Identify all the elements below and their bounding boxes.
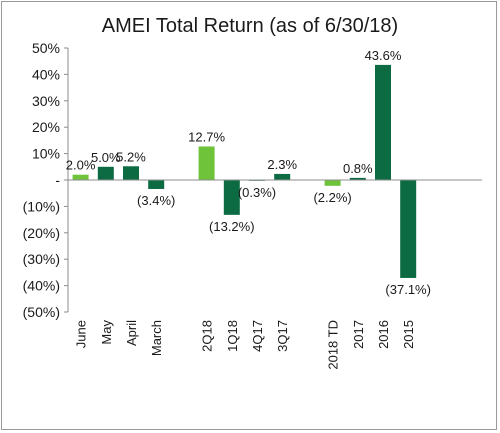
category-label: 2018 TD [326,320,341,370]
y-tick-label: (30%) [23,251,60,267]
y-tick-label: 30% [32,93,60,109]
bar-2017 [349,177,366,180]
category-label: April [124,320,139,346]
bar-3q17 [274,173,291,180]
category-label: March [149,320,164,356]
y-tick-label: 20% [32,119,60,135]
category-label: 2015 [401,320,416,349]
data-label: (0.3%) [238,185,276,200]
bar-2015 [400,180,417,278]
data-label: 0.8% [343,161,373,176]
bar-march [148,180,165,189]
category-label: May [99,320,114,345]
data-label: 2.0% [66,158,96,173]
category-label: 2016 [376,320,391,349]
bar-2q18 [198,146,215,180]
category-label: 2017 [351,320,366,349]
bar-april [123,166,139,180]
bar-june [72,174,89,180]
bars: 2.0%5.0%5.2% (3.4%) 12.7% (13.2%) (0.3%) 2.3%… [66,48,431,297]
y-tick-label: (10%) [23,198,60,214]
data-label: (3.4%) [137,193,175,208]
bar-1q18 [223,180,240,215]
y-tick-label: (40%) [23,278,60,294]
data-label: 2.3% [267,157,297,172]
y-tick-label: - [55,172,60,188]
data-label: 5.2% [116,149,146,164]
y-axis: 50% 40% 30% 20% 10% - (10%) (20%) (30%) (40%) (50%… [23,40,69,320]
data-label: 5.0% [91,150,121,165]
y-tick-label: (20%) [23,225,60,241]
chart-title: AMEI Total Return (as of 6/30/18) [102,15,398,37]
category-label: June [74,320,89,348]
data-label: 43.6% [365,48,402,63]
y-tick-label: 40% [32,66,60,82]
category-label: 2Q18 [200,320,215,352]
bar-2018-td [324,180,341,186]
data-label: (37.1%) [385,282,431,297]
y-tick-label: 50% [32,40,60,56]
y-tick-label: 10% [32,146,60,162]
y-tick-label: (50%) [23,304,60,320]
x-axis: June May April March 2Q18 1Q18 4Q17 3Q17 2018 TD… [68,179,482,370]
category-label: 4Q17 [250,320,265,352]
bar-2016 [375,64,391,180]
data-label: (2.2%) [313,190,351,205]
data-label: 12.7% [188,129,225,144]
bar-may [97,166,114,180]
data-label: (13.2%) [209,219,255,234]
category-label: 1Q18 [225,320,240,352]
category-label: 3Q17 [275,320,290,352]
